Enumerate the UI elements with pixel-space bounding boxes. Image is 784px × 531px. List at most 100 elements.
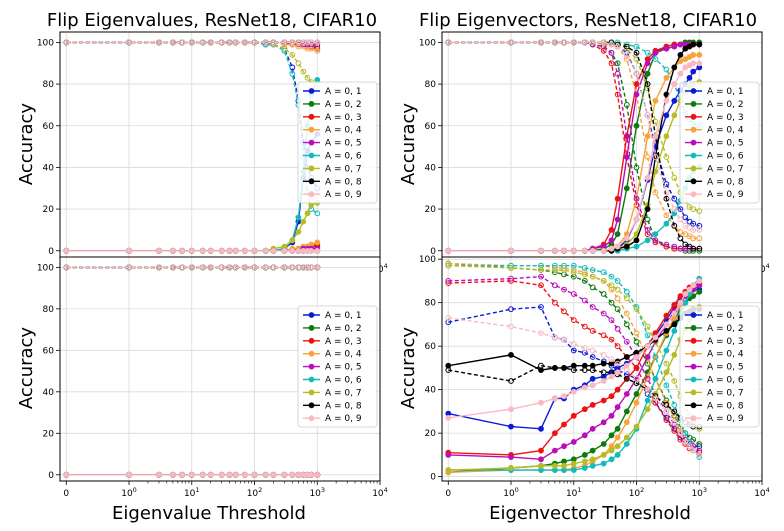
data-point (570, 460, 577, 467)
data-point (690, 68, 697, 75)
legend-marker (308, 88, 315, 94)
data-point (561, 336, 567, 343)
data-point (314, 210, 321, 217)
data-point (671, 195, 678, 202)
data-point (677, 293, 684, 300)
data-point (663, 154, 670, 160)
data-point (508, 454, 514, 461)
data-point (199, 471, 206, 478)
data-point (600, 460, 607, 467)
data-point (538, 330, 544, 337)
ylabel-bottom-left: Accuracy (16, 327, 37, 410)
data-point (663, 220, 670, 227)
data-point (251, 39, 258, 46)
data-point (552, 430, 558, 437)
data-point (314, 39, 321, 46)
series-line-dashed (448, 262, 700, 456)
x-tick-label: 0 (63, 489, 69, 499)
x-tick-label: 101 (566, 486, 582, 499)
data-point (614, 369, 621, 376)
data-point (644, 227, 651, 233)
data-point (241, 247, 248, 254)
data-point (677, 299, 684, 306)
data-point (304, 210, 311, 217)
y-tick-label: 60 (425, 122, 437, 132)
data-point (570, 291, 577, 297)
data-point (663, 347, 670, 354)
data-point (633, 216, 640, 223)
data-point (652, 133, 659, 140)
legend-marker (690, 191, 697, 198)
data-point (633, 164, 640, 171)
y-tick-label: 20 (425, 205, 437, 215)
data-point (644, 133, 651, 140)
legend-label: A = 0, 7 (325, 388, 362, 398)
data-point (581, 458, 588, 465)
data-point (644, 386, 651, 393)
y-tick-label: 80 (43, 80, 55, 90)
data-point (170, 471, 176, 478)
data-point (218, 264, 225, 271)
data-point (614, 231, 621, 238)
data-point (633, 243, 640, 250)
data-point (561, 308, 567, 315)
data-point (663, 74, 670, 81)
title-left: Flip Eigenvalues, ResNet18, CIFAR10 (47, 10, 377, 31)
data-point (508, 278, 514, 284)
data-point (508, 275, 514, 282)
data-point (608, 412, 615, 419)
data-point (207, 39, 214, 46)
data-point (671, 378, 678, 384)
data-point (614, 404, 621, 411)
data-point (589, 362, 596, 369)
data-point (226, 39, 233, 46)
data-point (581, 39, 588, 46)
legend-label: A = 0, 4 (325, 126, 362, 136)
legend: A = 0, 1 A = 0, 2 A = 0, 3 A = 0, 4 A = 0, 5… (297, 81, 378, 204)
data-point (663, 417, 670, 424)
data-point (308, 39, 315, 46)
data-point (663, 45, 670, 52)
data-point (644, 406, 651, 413)
legend: A = 0, 1 A = 0, 2 A = 0, 3 A = 0, 4 A = 0, 5… (297, 305, 378, 428)
data-point (241, 39, 248, 46)
legend-marker (308, 402, 315, 409)
data-point (686, 286, 693, 293)
data-point (623, 102, 630, 108)
series-9 (445, 39, 703, 254)
legend-label: A = 0, 4 (707, 126, 744, 136)
data-point (508, 262, 514, 269)
data-point (188, 264, 195, 271)
legend-marker (690, 402, 697, 409)
data-point (538, 304, 544, 310)
data-point (614, 306, 621, 313)
legend-marker (308, 178, 315, 185)
data-point (600, 369, 607, 376)
data-point (281, 39, 288, 46)
data-point (633, 122, 640, 129)
y-tick-label: 100 (37, 38, 54, 48)
data-point (600, 291, 607, 297)
data-point (508, 352, 514, 358)
data-point (570, 362, 577, 369)
data-point (614, 343, 621, 350)
data-point (663, 321, 670, 328)
data-point (663, 112, 670, 119)
data-point (589, 462, 596, 469)
data-point (644, 49, 651, 56)
legend-marker (690, 165, 697, 172)
data-point (552, 282, 558, 289)
data-point (652, 237, 659, 244)
data-point (696, 235, 703, 242)
data-point (270, 39, 277, 46)
data-point (262, 264, 269, 271)
data-point (126, 471, 132, 478)
data-point (570, 247, 577, 254)
legend-box (297, 81, 378, 204)
data-point (207, 471, 214, 478)
plot-frame (59, 256, 381, 482)
data-point (508, 247, 514, 254)
